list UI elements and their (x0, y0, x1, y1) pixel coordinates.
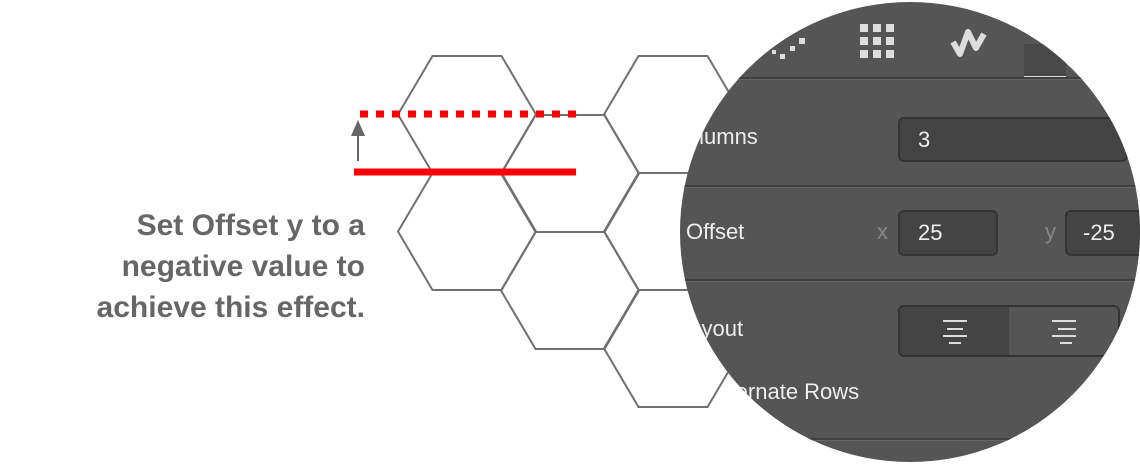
instruction-caption: Set Offset y to a negative value to achi… (5, 205, 365, 328)
offset-y-input[interactable]: -25 (1065, 210, 1140, 256)
align-right-icon[interactable] (1009, 307, 1118, 355)
align-center-icon[interactable] (900, 307, 1009, 355)
alternate-rows-label: Alternate Rows (710, 379, 860, 404)
hexagon (396, 55, 538, 174)
row-divider (680, 438, 1140, 441)
row-divider (680, 185, 1140, 188)
offset-x-label: x (877, 219, 888, 244)
offset-x-input[interactable]: 25 (898, 210, 998, 256)
columns-label: Columns (680, 124, 758, 149)
grid-icon[interactable] (858, 22, 898, 62)
scatter-icon[interactable] (770, 30, 815, 60)
hexagon (499, 231, 641, 350)
row-divider (680, 279, 1140, 282)
up-arrow-icon (351, 120, 365, 161)
tab-divider (680, 77, 1140, 80)
layout-segmented-control (898, 305, 1120, 357)
hexagon (396, 172, 538, 291)
columns-input[interactable]: 3 (898, 117, 1128, 162)
caption-line: negative value to (121, 250, 365, 283)
offset-y-label: y (1045, 219, 1056, 244)
active-tab-icon[interactable] (1024, 44, 1066, 79)
magnified-settings-panel: Columns 3 Offset x 25 y -25 Layout Alter… (680, 2, 1140, 462)
offset-label: Offset (686, 219, 745, 244)
caption-line: achieve this effect. (96, 291, 365, 324)
wave-icon[interactable] (950, 24, 990, 60)
caption-line: Set Offset y to a (136, 209, 365, 242)
layout-label: Layout (680, 316, 744, 341)
